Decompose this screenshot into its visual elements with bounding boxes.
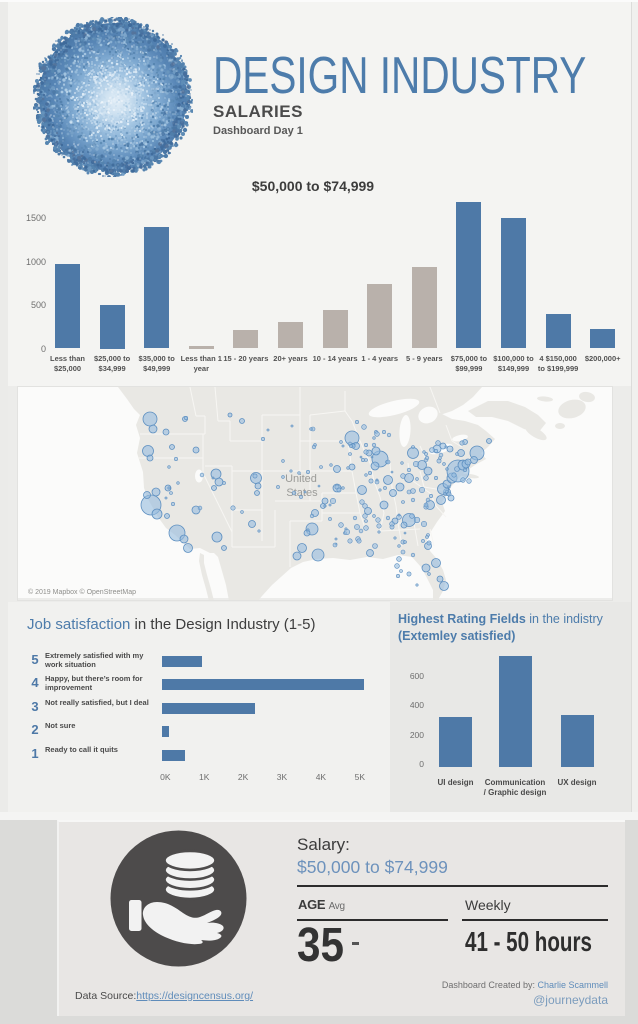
svg-text:United: United [285,473,317,485]
svg-text:States: States [286,487,318,499]
